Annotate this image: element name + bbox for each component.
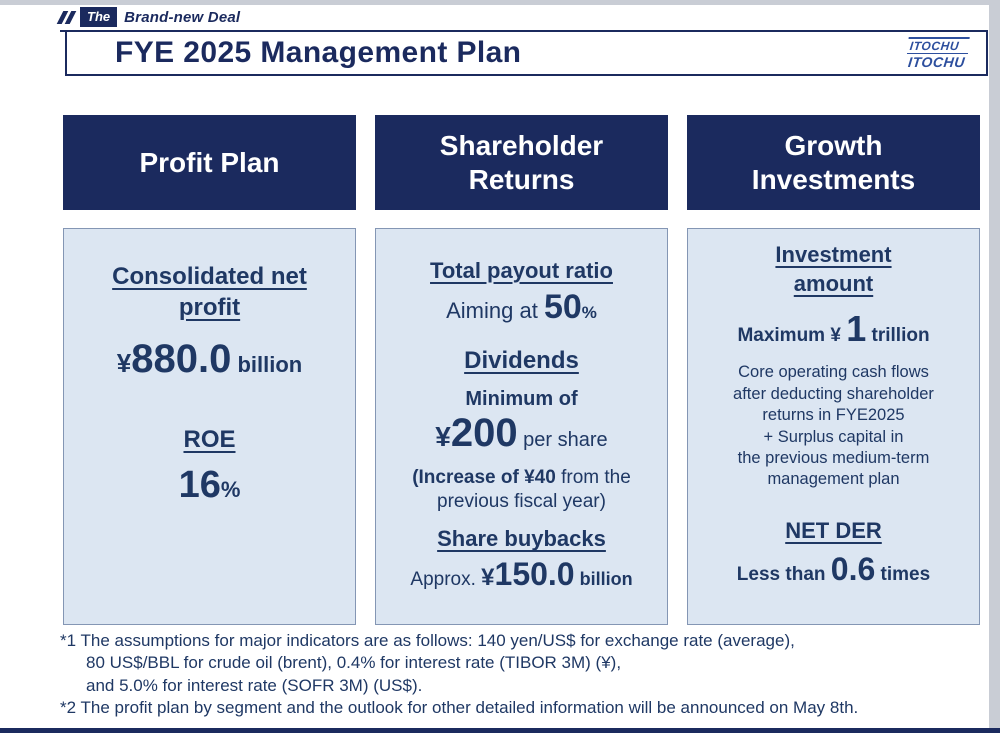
- roe-number: 16: [178, 463, 221, 506]
- payout-prefix: Aiming at: [446, 297, 544, 323]
- buybacks-title: Share buybacks: [437, 526, 606, 552]
- investment-note-line: + Surplus capital in: [763, 427, 904, 446]
- profit-plan-panel: Consolidated net profit ¥880.0 billion R…: [63, 228, 356, 625]
- investment-number: 1: [846, 308, 867, 350]
- net-profit-unit: billion: [231, 352, 303, 378]
- dividends-value: ¥200 per share: [435, 411, 607, 456]
- payout-ratio-value: Aiming at 50%: [446, 288, 597, 327]
- net-profit-yen: ¥: [116, 348, 132, 379]
- footnote-line-3: and 5.0% for interest rate (SOFR 3M) (US…: [86, 675, 423, 695]
- net-profit-title: Consolidated net profit: [112, 263, 307, 322]
- growth-investments-panel: Investment amount Maximum ¥ 1 trillion C…: [687, 228, 980, 625]
- net-der-value: Less than 0.6 times: [737, 551, 930, 588]
- growth-investments-header-label: Growth Investments: [751, 130, 916, 195]
- dividends-number: 200: [450, 410, 518, 455]
- investment-note-line: after deducting shareholder: [733, 384, 934, 403]
- shareholder-returns-panel: Total payout ratio Aiming at 50% Dividen…: [375, 228, 668, 625]
- footnote-line-4: *2 The profit plan by segment and the ou…: [60, 698, 859, 718]
- footnotes: *1 The assumptions for major indicators …: [60, 630, 990, 720]
- investment-note-line: Core operating cash flows: [738, 363, 929, 382]
- buybacks-value: Approx. ¥150.0 billion: [410, 556, 632, 593]
- investment-note-line: the previous medium-term: [737, 448, 930, 467]
- brand-the-badge: The: [80, 7, 118, 27]
- buybacks-unit: billion: [574, 568, 633, 589]
- title-bar: FYE 2025 Management Plan ITOCHU ITOCHU: [65, 30, 988, 76]
- net-der-title: NET DER: [785, 517, 882, 543]
- itochu-logo: ITOCHU ITOCHU: [905, 36, 970, 70]
- bottom-border-rule: [0, 728, 1000, 733]
- page-title: FYE 2025 Management Plan: [115, 36, 522, 69]
- net-profit-number: 880.0: [131, 337, 232, 382]
- brand-logo: The Brand-new Deal: [56, 5, 255, 32]
- page-edge-right: [989, 0, 1000, 733]
- profit-plan-header: Profit Plan: [63, 115, 356, 210]
- payout-percent-sign: %: [581, 302, 597, 322]
- dividends-title: Dividends: [464, 346, 579, 374]
- page-edge-top: [0, 0, 1000, 5]
- dividends-minimum-label: Minimum of: [465, 387, 578, 410]
- footnote-line-1: *1 The assumptions for major indicators …: [60, 631, 795, 650]
- dividends-per-share: per share: [517, 428, 608, 451]
- investment-amount-title: Investment amount: [775, 242, 892, 296]
- brand-name-text: Brand-new Deal: [124, 8, 241, 26]
- investment-amount-value: Maximum ¥ 1 trillion: [737, 308, 929, 350]
- dividends-note-rest: from the previous fiscal year): [437, 466, 631, 512]
- buybacks-yen: ¥: [481, 563, 495, 591]
- growth-investments-header: Growth Investments: [687, 115, 980, 210]
- roe-title: ROE: [183, 426, 236, 454]
- investment-unit: trillion: [866, 325, 930, 347]
- investment-prefix: Maximum ¥: [737, 325, 847, 347]
- investment-note: Core operating cash flows after deductin…: [733, 362, 934, 491]
- net-der-unit: times: [875, 564, 931, 586]
- footnote-line-2: 80 US$/BBL for crude oil (brent), 0.4% f…: [86, 653, 622, 673]
- payout-ratio-title: Total payout ratio: [430, 258, 613, 283]
- dividends-note: (Increase of ¥40 from the previous fisca…: [397, 466, 647, 514]
- roe-percent-sign: %: [220, 476, 241, 502]
- itochu-logo-text-top: ITOCHU: [906, 36, 970, 54]
- shareholder-returns-header: Shareholder Returns: [375, 115, 668, 210]
- investment-note-line: management plan: [767, 470, 900, 489]
- buybacks-number: 150.0: [494, 555, 575, 592]
- shareholder-returns-header-label: Shareholder Returns: [439, 130, 604, 195]
- itochu-logo-text-bottom: ITOCHU: [907, 53, 966, 70]
- roe-value: 16%: [179, 464, 241, 507]
- payout-number: 50: [543, 287, 582, 326]
- investment-note-line: returns in FYE2025: [762, 406, 905, 425]
- net-profit-value: ¥880.0 billion: [117, 337, 302, 382]
- dividends-yen: ¥: [435, 420, 451, 452]
- buybacks-approx: Approx.: [410, 568, 482, 590]
- net-der-prefix: Less than: [736, 564, 831, 586]
- profit-plan-header-label: Profit Plan: [139, 146, 280, 178]
- dividends-note-bold: (Increase of ¥40: [412, 466, 556, 488]
- net-der-number: 0.6: [830, 551, 876, 588]
